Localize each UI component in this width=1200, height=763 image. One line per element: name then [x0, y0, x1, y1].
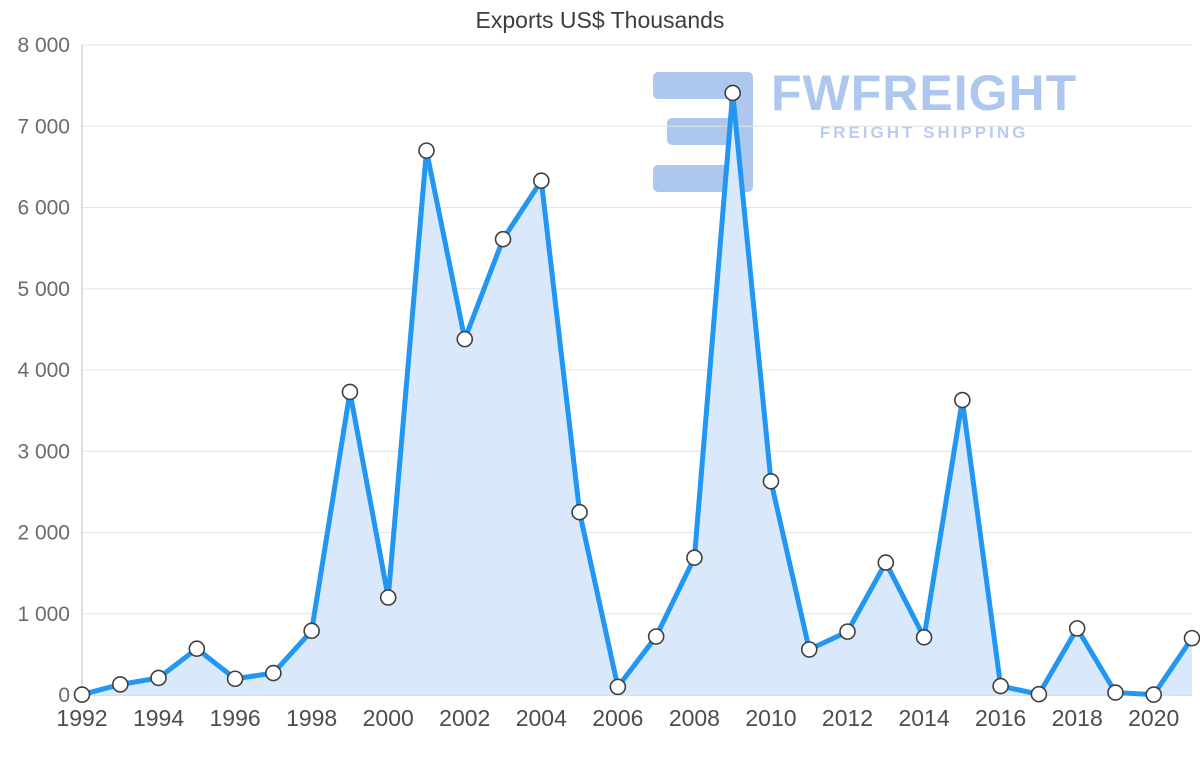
data-point-marker[interactable]: [379, 589, 397, 606]
area-fill: [82, 92, 1192, 695]
data-point-marker[interactable]: [265, 664, 282, 682]
data-point-marker[interactable]: [800, 641, 818, 658]
y-axis-tick-label: 6 000: [17, 197, 70, 220]
x-axis-tick-label: 2008: [669, 705, 720, 731]
data-point-marker[interactable]: [1068, 620, 1086, 637]
data-point-marker[interactable]: [1030, 685, 1048, 703]
y-axis-tick-label: 5 000: [17, 278, 70, 301]
data-point-marker[interactable]: [762, 473, 780, 490]
data-point-marker[interactable]: [954, 391, 971, 409]
x-axis-tick-label: 2006: [592, 705, 643, 731]
x-axis-tick-label: 2000: [363, 705, 414, 731]
x-axis-tick-label: 1998: [286, 705, 337, 731]
data-point-marker[interactable]: [1107, 684, 1124, 701]
y-axis-tick-label: 4 000: [17, 359, 70, 382]
data-point-marker[interactable]: [647, 628, 665, 645]
y-axis-tick-label: 1 000: [17, 603, 70, 626]
data-point-marker[interactable]: [341, 383, 359, 401]
data-point-marker[interactable]: [494, 230, 512, 248]
data-point-marker[interactable]: [188, 640, 206, 657]
data-point-marker[interactable]: [877, 554, 895, 571]
x-axis-tick-label: 2018: [1052, 705, 1103, 731]
data-point-marker[interactable]: [111, 676, 129, 693]
y-axis-tick-label: 2 000: [17, 522, 70, 545]
x-axis-tick-label: 2004: [516, 705, 567, 731]
x-axis-tick-label: 2020: [1128, 705, 1179, 731]
data-point-marker[interactable]: [226, 670, 244, 688]
y-axis-tick-label: 7 000: [17, 115, 70, 138]
data-point-marker[interactable]: [571, 503, 588, 521]
x-axis-tick-label: 2002: [439, 705, 490, 731]
y-axis-tick-label: 3 000: [17, 440, 70, 463]
data-point-marker[interactable]: [303, 622, 320, 640]
x-axis-tick-label: 1992: [56, 705, 107, 731]
y-axis-tick-label: 8 000: [17, 34, 70, 57]
x-axis-tick-label: 1996: [210, 705, 261, 731]
x-axis-tick-label: 2010: [745, 705, 796, 731]
data-point-marker[interactable]: [724, 84, 741, 102]
data-point-marker[interactable]: [992, 677, 1009, 695]
y-axis-tick-label: 0: [58, 684, 70, 707]
x-axis-tick-label: 2016: [975, 705, 1026, 731]
x-axis-tick-label: 2012: [822, 705, 873, 731]
data-point-marker[interactable]: [915, 629, 933, 646]
x-axis-tick-label: 1994: [133, 705, 184, 731]
data-point-marker[interactable]: [456, 330, 474, 348]
data-point-marker[interactable]: [609, 678, 627, 696]
chart-title: Exports US$ Thousands: [475, 7, 725, 33]
exports-line: [79, 90, 1195, 698]
watermark-brand: FWFREIGHT: [771, 65, 1078, 121]
data-point-marker[interactable]: [1145, 686, 1163, 703]
data-point-marker[interactable]: [73, 686, 91, 703]
data-point-marker[interactable]: [418, 142, 435, 159]
data-point-marker[interactable]: [1183, 629, 1200, 647]
data-point-marker[interactable]: [150, 669, 167, 687]
x-axis-tick-label: 2014: [898, 705, 949, 731]
data-point-marker[interactable]: [533, 172, 550, 189]
watermark-tagline: FREIGHT SHIPPING: [819, 123, 1029, 142]
data-point-marker[interactable]: [686, 549, 703, 566]
data-point-marker[interactable]: [839, 623, 856, 640]
